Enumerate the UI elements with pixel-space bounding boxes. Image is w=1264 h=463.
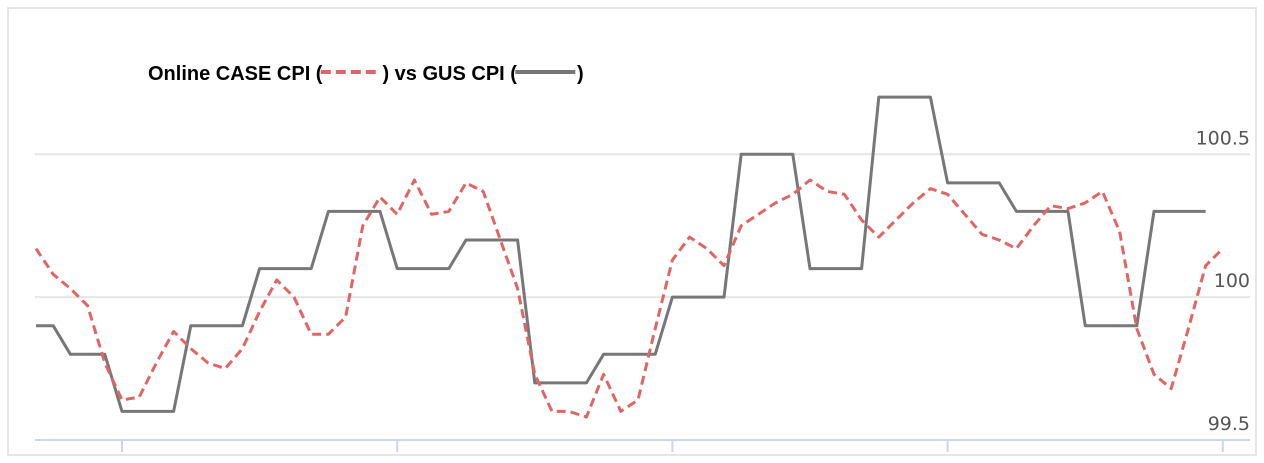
chart-frame: [7, 7, 1257, 456]
legend-title: Online CASE CPI ( ) vs GUS CPI (): [148, 63, 584, 85]
legend-joiner: ) vs: [382, 63, 422, 85]
legend-name: Online CASE CPI: [148, 63, 310, 85]
series-line: [34, 178, 1224, 419]
legend-joiner: (: [505, 63, 518, 85]
legend-joiner: ): [577, 63, 584, 85]
y-tick-label: 100.5: [1196, 127, 1250, 149]
legend-joiner: (: [310, 63, 323, 85]
y-tick-label: 99.5: [1208, 413, 1250, 435]
series-line: [36, 95, 1206, 413]
y-tick-label: 100: [1214, 270, 1250, 292]
legend-name: GUS CPI: [423, 63, 505, 85]
